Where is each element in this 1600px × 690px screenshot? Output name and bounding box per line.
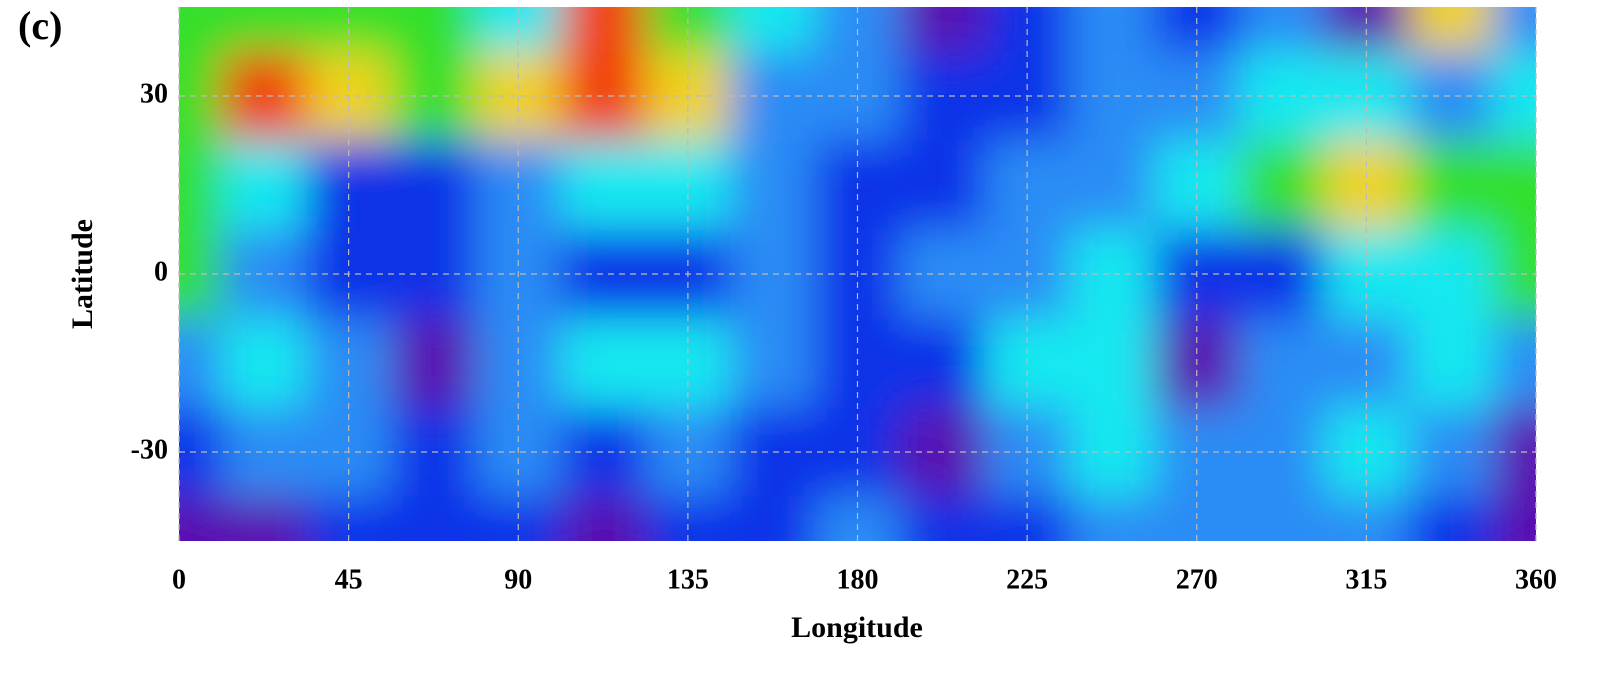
y-axis-title: Latitude bbox=[66, 219, 99, 329]
y-tick-label: 0 bbox=[154, 256, 168, 287]
heat-cell bbox=[391, 318, 477, 408]
heat-cell bbox=[899, 496, 986, 541]
heat-cell bbox=[1239, 7, 1325, 52]
heat-cell bbox=[179, 7, 222, 52]
heat-cell bbox=[391, 7, 477, 52]
heat-cell bbox=[221, 318, 307, 408]
heat-cell bbox=[1069, 496, 1155, 541]
heat-cell bbox=[730, 7, 816, 52]
heat-cell bbox=[560, 140, 646, 230]
heat-cell bbox=[1493, 496, 1536, 541]
heat-cell bbox=[730, 496, 816, 541]
heat-cell bbox=[221, 496, 307, 541]
heat-cell bbox=[1069, 318, 1155, 408]
heat-cell bbox=[391, 140, 477, 230]
heat-cell bbox=[899, 140, 986, 230]
heat-cell bbox=[1069, 7, 1155, 52]
heat-cell bbox=[730, 318, 816, 408]
heat-cell bbox=[1239, 318, 1325, 408]
x-tick-label: 360 bbox=[1515, 564, 1557, 595]
x-tick-label: 225 bbox=[1006, 564, 1048, 595]
heatmap-cells bbox=[179, 7, 1536, 541]
x-tick-label: 45 bbox=[335, 564, 363, 595]
x-tick-label: 90 bbox=[504, 564, 532, 595]
y-tick-label: 30 bbox=[140, 78, 168, 109]
heat-cell bbox=[560, 496, 646, 541]
grid bbox=[178, 7, 1537, 541]
heat-cell bbox=[179, 496, 222, 541]
heat-cell bbox=[730, 140, 816, 230]
heat-cell bbox=[899, 7, 986, 52]
heat-cell bbox=[179, 318, 222, 408]
x-tick-label: 0 bbox=[172, 564, 186, 595]
heatmap bbox=[179, 7, 1536, 541]
x-tick-label: 315 bbox=[1345, 564, 1387, 595]
heat-cell bbox=[899, 318, 986, 408]
heat-cell bbox=[221, 140, 307, 230]
heat-cell bbox=[179, 140, 222, 230]
heat-cell bbox=[1408, 7, 1495, 52]
heat-cell bbox=[1493, 7, 1536, 52]
heat-cell bbox=[221, 7, 307, 52]
y-tick-label: -30 bbox=[131, 434, 168, 465]
panel-label: (c) bbox=[18, 3, 62, 48]
heat-cell bbox=[1493, 318, 1536, 408]
x-tick-label: 270 bbox=[1176, 564, 1218, 595]
heat-cell bbox=[391, 496, 477, 541]
heat-cell bbox=[1408, 140, 1495, 230]
heat-cell bbox=[560, 318, 646, 408]
x-axis-title: Longitude bbox=[791, 611, 923, 644]
heat-cell bbox=[1408, 318, 1495, 408]
heat-cell bbox=[1493, 140, 1536, 230]
heat-cell bbox=[1239, 496, 1325, 541]
x-tick-label: 180 bbox=[837, 564, 879, 595]
heat-cell bbox=[1408, 496, 1495, 541]
x-tick-label: 135 bbox=[667, 564, 709, 595]
heat-cell bbox=[1069, 140, 1155, 230]
heat-cell bbox=[1239, 140, 1325, 230]
heat-cell bbox=[560, 7, 646, 52]
